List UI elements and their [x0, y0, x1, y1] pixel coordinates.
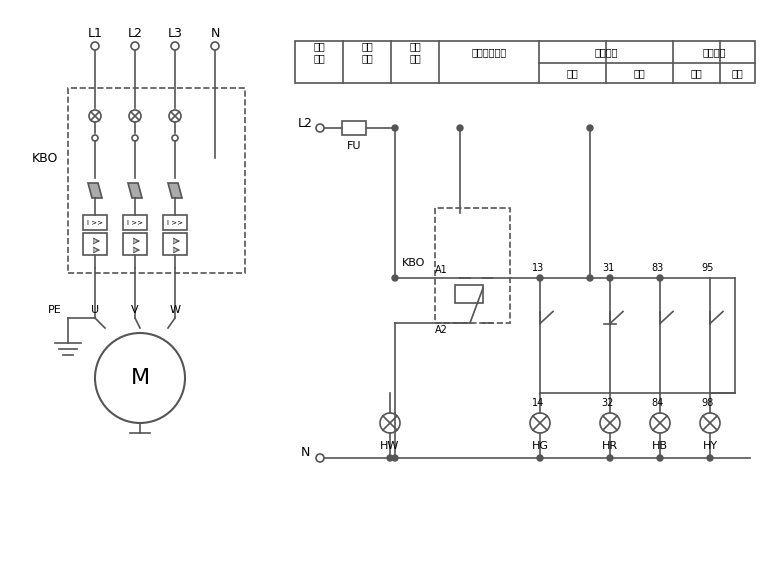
Text: 二次
电源: 二次 电源	[313, 41, 325, 63]
Text: A1: A1	[435, 265, 448, 275]
Circle shape	[607, 455, 613, 461]
Polygon shape	[88, 183, 102, 198]
Text: L2: L2	[298, 116, 312, 129]
Circle shape	[587, 125, 593, 131]
Circle shape	[392, 455, 398, 461]
Circle shape	[537, 455, 543, 461]
Text: HW: HW	[380, 441, 400, 451]
Text: I: I	[172, 247, 174, 253]
Text: I: I	[132, 247, 134, 253]
Text: HR: HR	[602, 441, 618, 451]
Text: U: U	[91, 305, 99, 315]
Text: 13: 13	[532, 263, 544, 273]
Text: HB: HB	[652, 441, 668, 451]
Text: 停止: 停止	[634, 68, 645, 78]
Text: 14: 14	[532, 398, 544, 408]
Text: 电源
保护: 电源 保护	[361, 41, 373, 63]
Text: W: W	[169, 305, 181, 315]
Text: HG: HG	[531, 441, 549, 451]
Bar	[123, 215, 147, 230]
Text: 32: 32	[602, 398, 614, 408]
Text: KBO: KBO	[401, 258, 425, 268]
Text: 电源
信号: 电源 信号	[409, 41, 421, 63]
Bar	[435, 208, 510, 323]
Text: L3: L3	[167, 26, 182, 39]
Text: 98: 98	[702, 398, 714, 408]
Circle shape	[392, 275, 398, 281]
Text: L2: L2	[128, 26, 142, 39]
Text: 运行: 运行	[567, 68, 578, 78]
Circle shape	[657, 455, 663, 461]
Text: I >>: I >>	[167, 220, 183, 226]
Text: I >>: I >>	[87, 220, 103, 226]
Text: I: I	[132, 238, 134, 244]
Text: 84: 84	[652, 398, 664, 408]
Text: 等待: 等待	[691, 68, 702, 78]
Bar	[295, 41, 755, 83]
Polygon shape	[168, 183, 182, 198]
Bar	[455, 285, 483, 303]
Circle shape	[392, 125, 398, 131]
Text: 辅助信号: 辅助信号	[594, 47, 618, 57]
Bar	[83, 215, 107, 230]
Bar	[123, 233, 147, 255]
Text: 故障: 故障	[732, 68, 743, 78]
Circle shape	[657, 275, 663, 281]
Text: V: V	[131, 305, 139, 315]
Circle shape	[587, 275, 593, 281]
Bar	[163, 215, 187, 230]
Circle shape	[457, 125, 463, 131]
Bar	[83, 233, 107, 255]
Text: I >>: I >>	[127, 220, 143, 226]
Polygon shape	[128, 183, 142, 198]
Text: 83: 83	[652, 263, 664, 273]
Text: L1: L1	[87, 26, 103, 39]
Text: 信号报警: 信号报警	[702, 47, 726, 57]
Text: 就地手动控制: 就地手动控制	[471, 47, 507, 57]
Text: 31: 31	[602, 263, 614, 273]
Bar	[342, 121, 366, 135]
Circle shape	[707, 455, 713, 461]
Text: HY: HY	[702, 441, 717, 451]
Text: I: I	[92, 247, 94, 253]
Text: FU: FU	[347, 141, 361, 151]
Text: 95: 95	[701, 263, 714, 273]
Text: M: M	[131, 368, 150, 388]
Text: I: I	[172, 238, 174, 244]
Text: PE: PE	[48, 305, 62, 315]
Circle shape	[537, 275, 543, 281]
Circle shape	[607, 275, 613, 281]
Text: A2: A2	[435, 325, 448, 335]
Circle shape	[387, 455, 393, 461]
Text: N: N	[300, 446, 309, 459]
Text: KBO: KBO	[32, 152, 58, 165]
Bar	[163, 233, 187, 255]
Text: I: I	[92, 238, 94, 244]
Text: N: N	[211, 26, 220, 39]
Bar	[68, 88, 245, 273]
